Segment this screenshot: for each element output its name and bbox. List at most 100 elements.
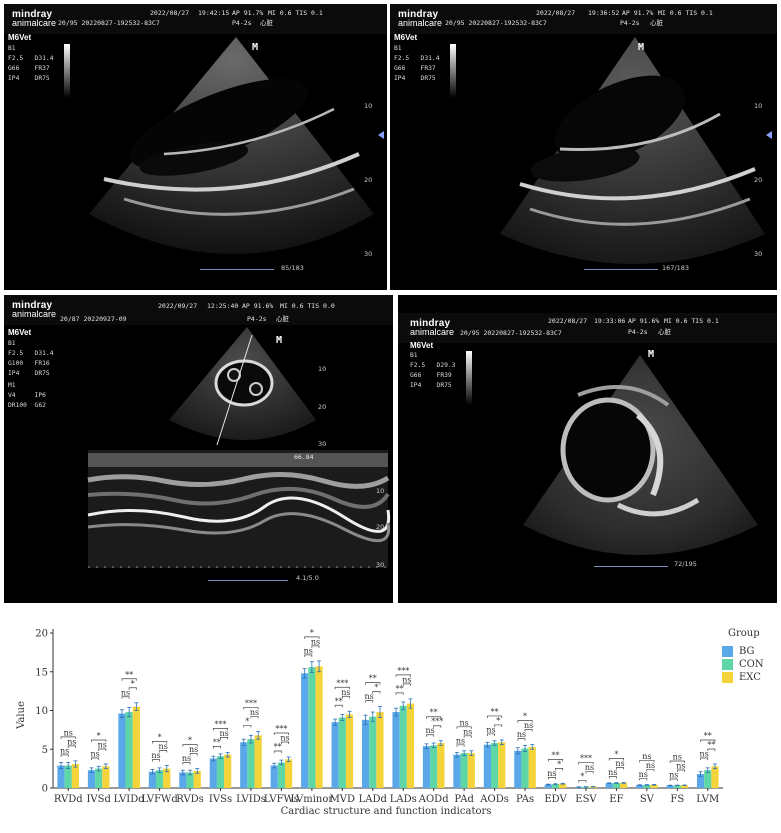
significance-bracket xyxy=(578,780,587,783)
mode: 心脏 xyxy=(658,328,671,336)
panel-header xyxy=(4,295,393,325)
x-tick-label: LVM xyxy=(696,794,719,805)
significance-bracket xyxy=(304,654,313,657)
significance-label: ns xyxy=(280,734,289,743)
bar xyxy=(528,746,536,788)
significance-label: * xyxy=(374,683,378,692)
bar xyxy=(209,758,217,788)
significance-label: ns xyxy=(402,675,411,684)
cine-bar[interactable] xyxy=(594,566,668,567)
legend-item: CON xyxy=(722,658,764,671)
depth-mark: 10 xyxy=(754,102,763,110)
significance-label: ns xyxy=(67,737,76,746)
significance-label: ns xyxy=(585,763,594,772)
cine-counter: 85/183 xyxy=(281,264,304,272)
significance-label: ns xyxy=(304,646,313,655)
param-line: G66 FR39 xyxy=(410,372,452,379)
panel-header xyxy=(398,313,777,343)
bar xyxy=(498,742,506,788)
x-tick-label: AODd xyxy=(418,794,449,805)
significance-bracket xyxy=(365,700,374,703)
mode-label: B1 xyxy=(8,340,16,347)
significance-label: * xyxy=(496,716,500,725)
significance-label: ns xyxy=(64,728,73,737)
legend-label: EXC xyxy=(739,672,761,683)
bar xyxy=(605,783,613,788)
y-tick-label: 0 xyxy=(42,784,48,795)
bar xyxy=(285,759,293,788)
significance-label: *** xyxy=(580,754,592,763)
significance-label: ** xyxy=(707,740,715,749)
ultrasound-image xyxy=(523,355,758,555)
significance-label: ** xyxy=(369,674,377,683)
mmode-depth-mark: 10 xyxy=(376,487,385,495)
bar xyxy=(315,666,323,788)
depth-mark: 20 xyxy=(754,176,763,184)
bar xyxy=(132,706,140,788)
y-axis-label: Value xyxy=(16,701,27,730)
significance-label: * xyxy=(131,679,135,688)
mmode-depth-mark: 30 xyxy=(376,561,385,569)
sweep-readout: 66.84 xyxy=(294,453,314,461)
imaging-params: B1 F2.5 D31.4 G66 FR37 IP4 DR75 xyxy=(394,44,440,84)
param-line: V4 IP6 xyxy=(8,392,46,399)
significance-bracket xyxy=(555,768,564,771)
significance-label: *** xyxy=(397,666,409,675)
brand-bottom: animalcare xyxy=(12,309,57,319)
significance-bracket xyxy=(700,757,709,760)
significance-label: ns xyxy=(700,749,709,758)
bar xyxy=(422,746,431,788)
indices: MI 0.6 TIS 0.1 xyxy=(658,9,713,17)
param-line: IP4 DR75 xyxy=(410,382,452,389)
significance-bracket xyxy=(517,720,533,723)
cine-bar[interactable] xyxy=(584,269,658,270)
bar xyxy=(71,763,80,788)
significance-bracket xyxy=(189,753,198,756)
legend-title: Group xyxy=(728,628,760,639)
significance-bracket xyxy=(700,739,716,742)
brand-top: mindray xyxy=(398,9,439,20)
bar xyxy=(240,742,248,788)
bar xyxy=(148,771,156,788)
bar xyxy=(125,712,133,788)
bar xyxy=(155,770,164,788)
date: 2022/08/27 xyxy=(150,9,190,17)
significance-bracket xyxy=(616,767,624,770)
significance-bracket xyxy=(91,757,100,760)
app-label: M6Vet xyxy=(410,341,434,350)
significance-label: * xyxy=(523,712,527,721)
significance-bracket xyxy=(67,745,76,748)
bar xyxy=(277,762,286,788)
bar xyxy=(711,766,719,788)
ultrasound-panel-b: mindray animalcare 20/95 20220827-192532-… xyxy=(390,4,777,290)
param-line: F2.5 D31.4 xyxy=(394,55,440,62)
probe-marker: M xyxy=(648,349,655,360)
significance-bracket xyxy=(281,741,289,744)
bar xyxy=(666,785,674,788)
bar xyxy=(64,765,72,788)
brand-logo: mindray animalcare xyxy=(12,301,56,319)
significance-label: ** xyxy=(491,707,499,716)
brand-bottom: animalcare xyxy=(410,327,455,337)
bar xyxy=(179,772,187,788)
x-tick-label: PAd xyxy=(454,794,474,805)
significance-bracket xyxy=(152,741,168,744)
significance-bracket xyxy=(433,725,442,728)
significance-label: * xyxy=(310,628,314,637)
significance-bracket xyxy=(517,738,526,741)
significance-label: ** xyxy=(396,684,404,693)
significance-label: *** xyxy=(336,679,348,688)
significance-label: ns xyxy=(669,770,678,779)
x-tick-label: SV xyxy=(640,794,655,805)
mode-label: B1 xyxy=(410,352,418,359)
cine-counter: 167/183 xyxy=(662,264,690,272)
significance-label: * xyxy=(97,731,101,740)
significance-bracket xyxy=(456,726,472,729)
cine-bar[interactable] xyxy=(200,269,274,270)
significance-bracket xyxy=(212,728,229,731)
bar xyxy=(361,719,370,788)
significance-label: ns xyxy=(250,708,259,717)
bar xyxy=(224,754,232,788)
significance-bracket xyxy=(639,760,655,763)
cine-bar[interactable] xyxy=(208,580,288,581)
